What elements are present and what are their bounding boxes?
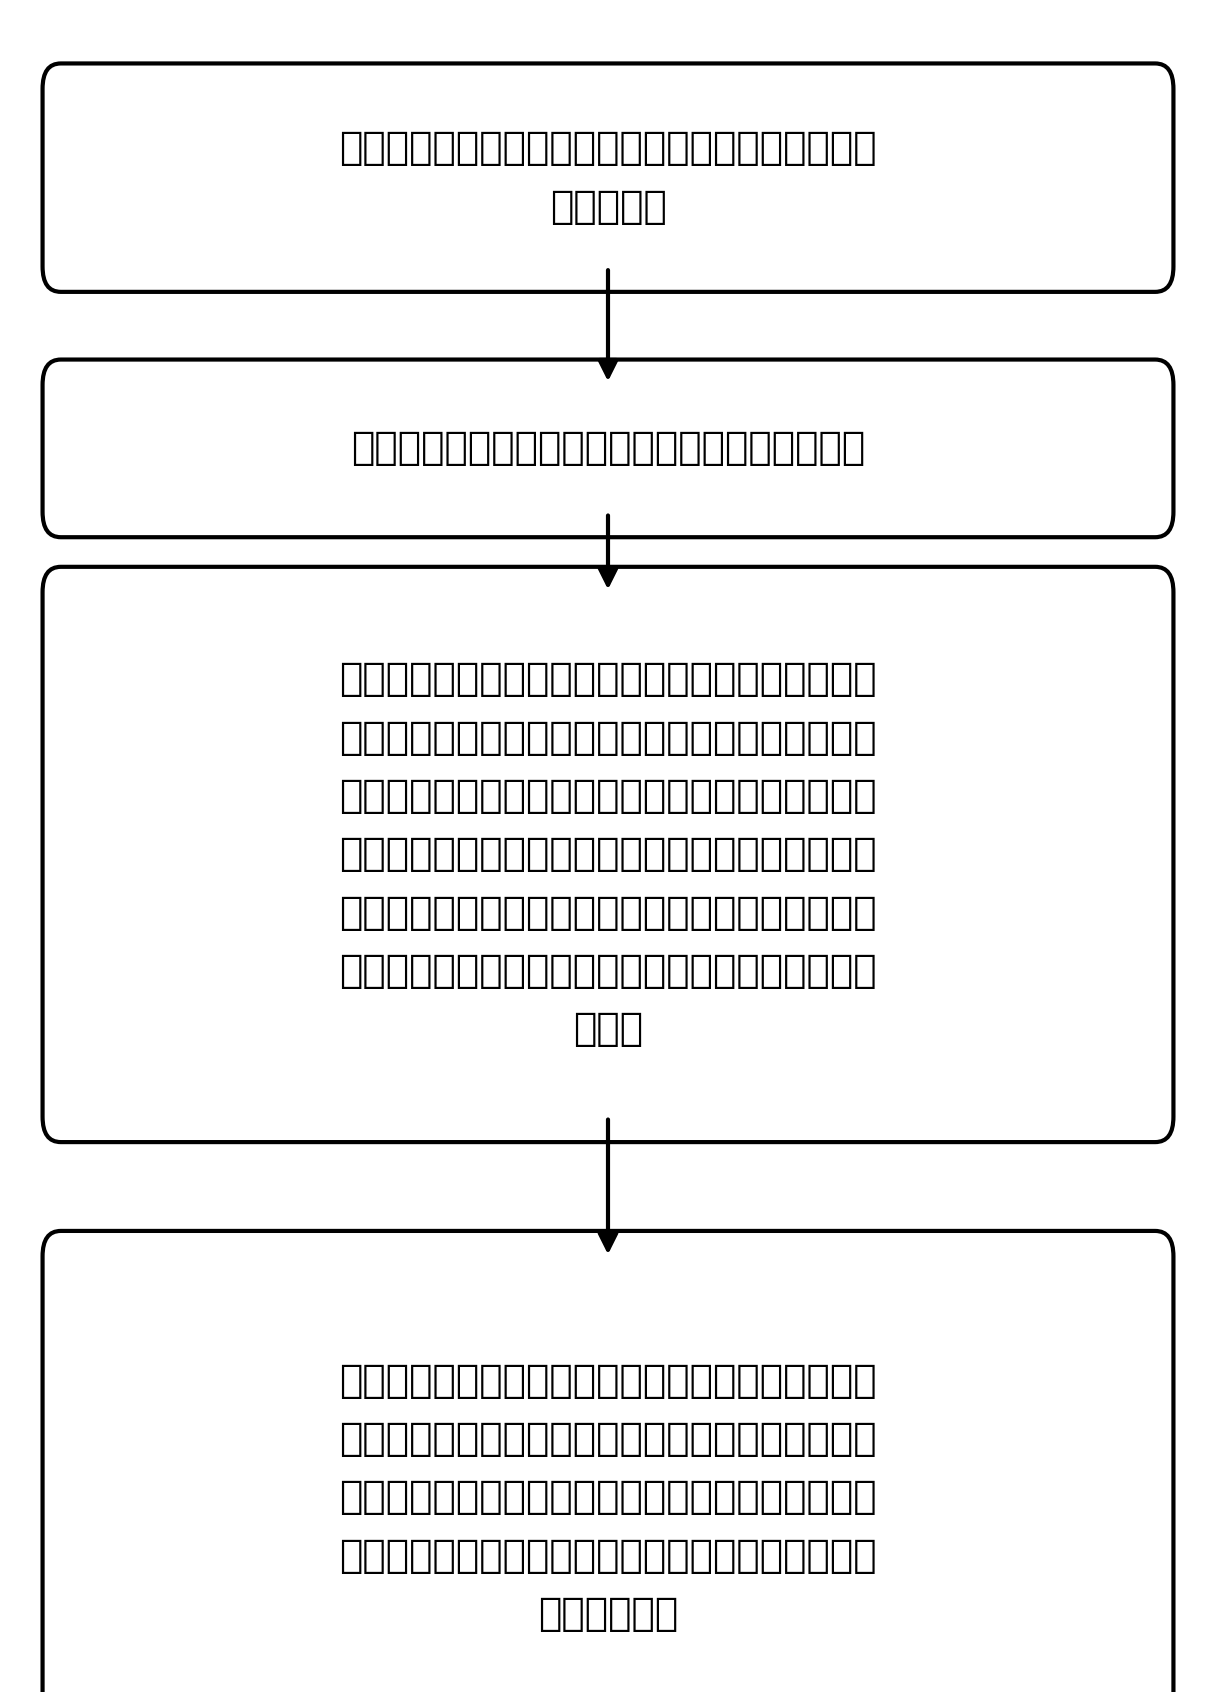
Text: 描读取，并将当前条目的地址和内容通知从工作核心: 描读取，并将当前条目的地址和内容通知从工作核心	[339, 1420, 877, 1459]
Text: ，从工作核心接收到消息后将当前条目内容写入相同: ，从工作核心接收到消息后将当前条目内容写入相同	[339, 1479, 877, 1516]
Text: 工作核心将处理结果写入自身核心中，同时将处理结: 工作核心将处理结果写入自身核心中，同时将处理结	[339, 893, 877, 932]
Text: 工作核心将信息写入自身核心中；从工作核心接收自: 工作核心将信息写入自身核心中；从工作核心接收自	[339, 777, 877, 816]
Text: 地址，若当前消息因出错而丢弃，则下一个周期再次: 地址，若当前消息因出错而丢弃，则下一个周期再次	[339, 1536, 877, 1575]
Text: 主工作核心与从工作核心之间建立核心间通信接口: 主工作核心与从工作核心之间建立核心间通信接口	[351, 430, 865, 467]
FancyBboxPatch shape	[43, 360, 1173, 538]
Text: 主工作核心按照预设的周期对转发信息表逐个条目扫: 主工作核心按照预设的周期对转发信息表逐个条目扫	[339, 1362, 877, 1399]
Text: 核心中: 核心中	[573, 1010, 643, 1049]
Text: 身核心中，同时将处理结果发送至从工作核心中，从: 身核心中，同时将处理结果发送至从工作核心中，从	[339, 719, 877, 756]
Text: 配置第一核心或第二核心为主工作核心，另一核心为: 配置第一核心或第二核心为主工作核心，另一核心为	[339, 130, 877, 168]
FancyBboxPatch shape	[43, 64, 1173, 293]
Text: 从工作核心: 从工作核心	[550, 188, 666, 225]
Text: 主工作核心接收自身的处理请求并将处理结果写入自: 主工作核心接收自身的处理请求并将处理结果写入自	[339, 660, 877, 699]
Text: 进行条目同步: 进行条目同步	[537, 1596, 679, 1633]
FancyBboxPatch shape	[43, 567, 1173, 1142]
Text: 果发送至从工作核心中，从工作核心将信息写入自身: 果发送至从工作核心中，从工作核心将信息写入自身	[339, 953, 877, 990]
FancyBboxPatch shape	[43, 1232, 1173, 1692]
Text: 身的处理请求，并将处理请求发送至主工作核心，主: 身的处理请求，并将处理请求发送至主工作核心，主	[339, 836, 877, 873]
